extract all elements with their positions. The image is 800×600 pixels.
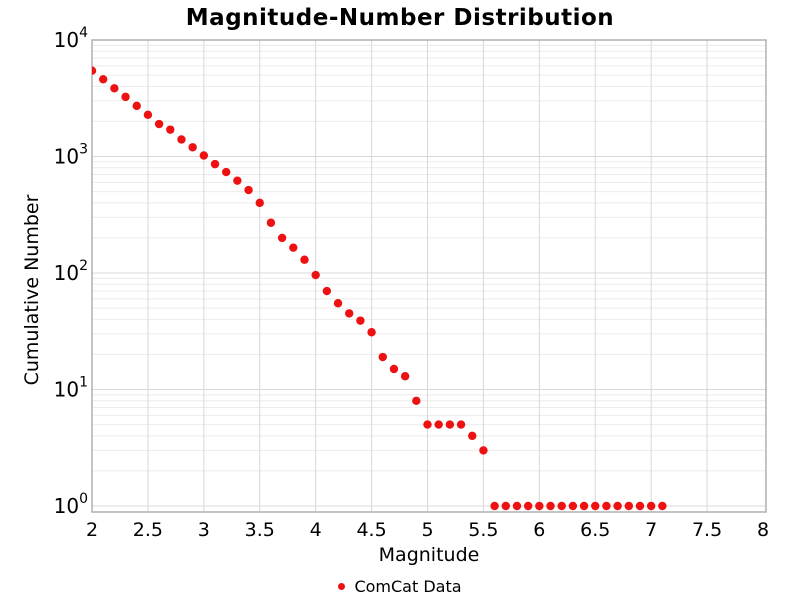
data-point — [166, 125, 175, 134]
data-point — [568, 501, 578, 511]
y-tick-label: 104 — [54, 25, 88, 52]
data-point — [512, 501, 522, 511]
data-point — [624, 501, 633, 511]
data-point — [98, 75, 108, 84]
data-point — [266, 218, 276, 227]
data-point — [110, 84, 119, 93]
x-tick-label: 5 — [421, 519, 433, 541]
data-point — [412, 396, 421, 405]
x-tick-label: 2.5 — [133, 519, 163, 541]
data-point — [602, 501, 611, 511]
data-point — [400, 372, 410, 381]
data-point — [121, 92, 130, 102]
data-point — [210, 159, 220, 169]
legend-marker-icon — [338, 583, 346, 590]
data-point — [356, 316, 365, 325]
data-point — [199, 151, 209, 160]
legend-label: ComCat Data — [354, 577, 462, 596]
data-point — [367, 328, 376, 337]
y-tick-label: 102 — [54, 258, 88, 285]
data-point — [501, 501, 510, 511]
data-point — [423, 420, 432, 429]
data-point — [132, 101, 141, 111]
data-point — [143, 110, 153, 120]
chart-title: Magnitude-Number Distribution — [185, 5, 615, 31]
data-point — [468, 431, 477, 441]
data-point — [646, 501, 656, 511]
y-tick-label: 101 — [54, 375, 88, 402]
data-point — [523, 501, 533, 511]
data-point — [635, 501, 645, 511]
data-point — [244, 185, 253, 195]
data-point — [277, 233, 287, 243]
data-point — [177, 135, 186, 144]
x-tick-label: 3.5 — [245, 519, 275, 541]
y-tick-label: 100 — [54, 491, 88, 518]
x-tick-labels: 2 2.5 3 3.5 4 4.5 5 5.5 6 6.5 7 7.5 8 — [86, 519, 769, 541]
data-point — [434, 420, 443, 429]
data-point — [456, 420, 466, 429]
data-point — [535, 501, 544, 511]
y-tick-labels: 100 101 102 103 104 — [54, 25, 88, 518]
data-point — [255, 198, 264, 208]
data-point — [445, 420, 455, 429]
data-point — [289, 243, 298, 252]
x-tick-label: 8 — [757, 519, 769, 541]
data-point — [188, 143, 197, 152]
data-point — [378, 352, 387, 362]
x-tick-label: 7.5 — [692, 519, 722, 541]
grid-minor — [92, 44, 766, 472]
series-comcat-data — [92, 66, 667, 511]
data-point — [322, 286, 332, 296]
data-point — [311, 270, 320, 280]
data-point — [389, 364, 399, 374]
data-point — [579, 501, 589, 511]
x-tick-label: 2 — [86, 519, 98, 541]
legend: ComCat Data — [0, 577, 800, 596]
grid-major — [92, 40, 766, 512]
data-point — [658, 501, 667, 511]
x-tick-label: 7 — [645, 519, 657, 541]
x-tick-label: 6.5 — [580, 519, 610, 541]
x-tick-label: 4 — [310, 519, 322, 541]
data-point — [479, 446, 488, 455]
plot-frame — [91, 39, 767, 513]
x-tick-label: 6 — [533, 519, 545, 541]
x-axis-label: Magnitude — [378, 544, 480, 566]
x-tick-label: 5.5 — [468, 519, 498, 541]
data-point — [154, 119, 164, 129]
x-tick-label: 4.5 — [356, 519, 386, 541]
data-point — [333, 299, 343, 308]
x-tick-label: 3 — [198, 519, 210, 541]
y-tick-label: 103 — [54, 142, 88, 169]
data-point — [300, 255, 309, 264]
data-point — [490, 501, 499, 511]
data-point — [591, 501, 600, 511]
data-point — [92, 66, 97, 75]
data-point — [345, 309, 354, 318]
y-axis-label: Cumulative Number — [21, 194, 43, 386]
data-point — [557, 501, 566, 511]
data-point — [233, 176, 242, 185]
data-point — [222, 167, 231, 177]
data-point — [546, 501, 555, 511]
data-point — [613, 501, 622, 511]
